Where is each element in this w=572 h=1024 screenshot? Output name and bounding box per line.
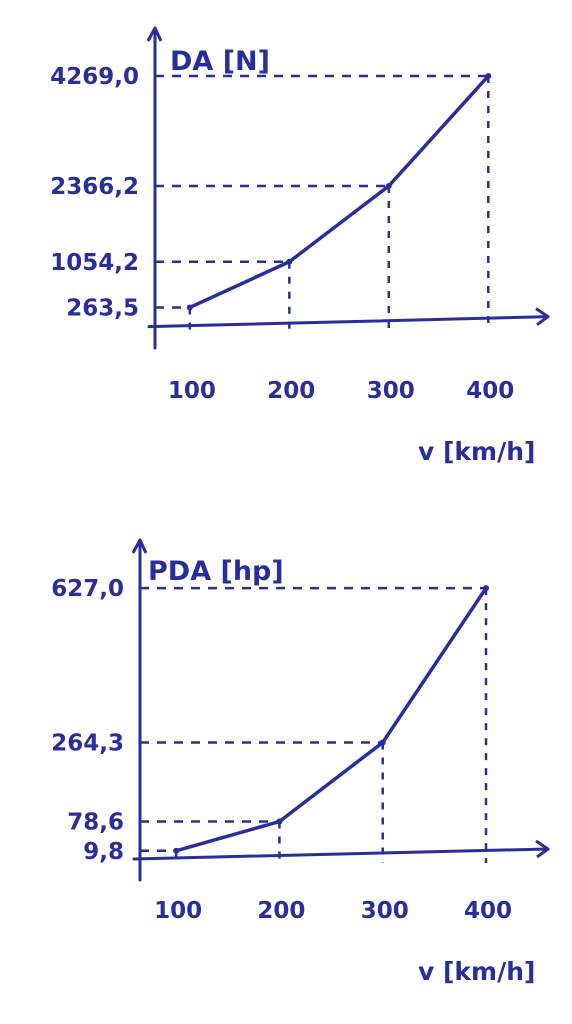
x-tick-label: 300 — [361, 898, 409, 924]
drag-force-chart: DA [N] v [km/h] 4269,0 2366,2 1054,2 263,5 1… — [50, 26, 550, 466]
y-axis-arrow — [146, 26, 163, 42]
x-axis — [147, 315, 550, 329]
x-tick-label: 200 — [257, 898, 305, 924]
x-tick-label: 100 — [168, 378, 216, 404]
series-line — [188, 74, 491, 310]
data-point — [286, 258, 293, 265]
y-tick-label: 263,5 — [66, 295, 139, 321]
y-tick-label: 627,0 — [51, 576, 124, 602]
series-line — [174, 586, 488, 853]
data-point — [379, 739, 386, 746]
x-axis-arrow — [535, 307, 550, 326]
y-tick-label: 1054,2 — [50, 250, 139, 276]
y-tick-label: 264,3 — [51, 730, 124, 756]
x-tick-label: 100 — [154, 898, 202, 924]
data-point — [483, 585, 490, 592]
x-tick-label: 300 — [367, 378, 415, 404]
data-point — [385, 182, 392, 189]
x-axis-arrow — [535, 839, 550, 859]
data-point — [485, 73, 492, 80]
x-axis-label: v [km/h] — [418, 437, 535, 466]
y-tick-label: 78,6 — [67, 810, 124, 836]
data-point — [173, 847, 180, 854]
y-axis-label: PDA [hp] — [148, 556, 284, 587]
y-tick-label: 4269,0 — [50, 64, 139, 90]
x-axis — [132, 847, 550, 861]
data-point — [186, 304, 193, 311]
y-axis-label: DA [N] — [170, 46, 270, 77]
x-axis-label: v [km/h] — [418, 957, 535, 986]
y-tick-label: 2366,2 — [50, 174, 139, 200]
drag-power-chart: PDA [hp] v [km/h] 627,0 264,3 78,6 9,8 100 20… — [51, 538, 550, 986]
y-tick-label: 9,8 — [83, 839, 124, 865]
y-axis-arrow — [131, 538, 148, 554]
x-tick-label: 400 — [464, 898, 512, 924]
x-tick-label: 200 — [267, 378, 315, 404]
data-point — [276, 818, 283, 825]
x-tick-label: 400 — [466, 378, 514, 404]
